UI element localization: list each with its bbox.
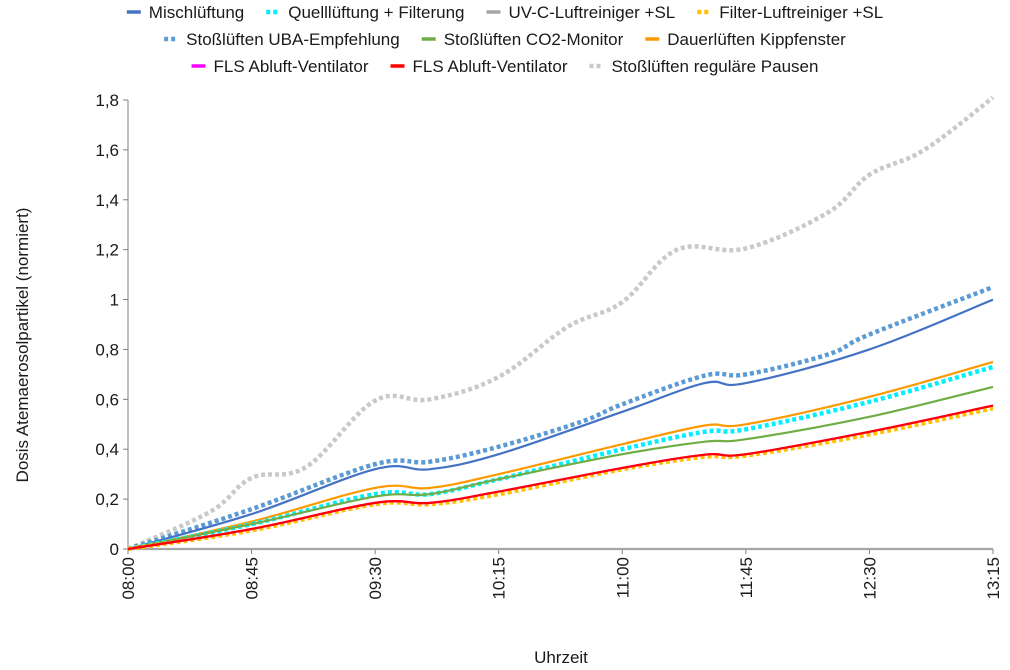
series-line-5 [127, 385, 994, 551]
y-tick-label: 1,4 [95, 191, 119, 210]
series-line-9 [127, 95, 995, 552]
legend-label: Mischlüftung [149, 3, 244, 22]
y-tick-label: 1,6 [95, 141, 119, 160]
x-tick-label: 13:15 [984, 557, 1003, 600]
legend-label: Stoßlüften UBA-Empfehlung [186, 30, 400, 49]
y-axis: 0 0,2 0,4 0,6 0,8 1 1,2 1,4 1,6 1,8 [95, 91, 129, 559]
legend: Mischlüftung Quelllüftung + Filterung UV-C… [126, 3, 883, 76]
y-tick-label: 0,6 [95, 390, 119, 409]
legend-label: FLS Abluft-Ventilator [413, 57, 568, 76]
legend-label: Dauerlüften Kippfenster [667, 30, 846, 49]
series-line-4 [127, 284, 994, 552]
x-axis: 08:00 08:45 09:30 10:15 11:00 11:45 12:30 13:15 [119, 548, 1003, 600]
x-tick-label: 11:45 [737, 557, 756, 598]
series-layer [127, 95, 995, 552]
legend-label: UV-C-Luftreiniger +SL [508, 3, 675, 22]
x-tick-label: 08:00 [119, 557, 138, 600]
series-line-8 [127, 404, 994, 551]
y-tick-label: 0,2 [95, 490, 119, 509]
y-tick-label: 0,4 [95, 440, 119, 459]
legend-label: Stoßlüften CO2-Monitor [444, 30, 624, 49]
y-tick-label: 0 [110, 540, 119, 559]
legend-label: Stoßlüften reguläre Pausen [612, 57, 819, 76]
y-axis-title: Dosis Atemaerosolpartikel (normiert) [13, 208, 32, 483]
x-tick-label: 08:45 [243, 557, 262, 600]
y-tick-label: 1 [110, 291, 119, 310]
x-tick-label: 12:30 [860, 557, 879, 600]
x-tick-label: 10:15 [490, 557, 509, 600]
series-line-3 [127, 405, 994, 552]
series-line-6 [127, 360, 994, 551]
x-axis-title: Uhrzeit [534, 648, 588, 667]
legend-label: FLS Abluft-Ventilator [214, 57, 369, 76]
legend-label: Filter-Luftreiniger +SL [719, 3, 883, 22]
legend-label: Quelllüftung + Filterung [288, 3, 464, 22]
series-line-0 [127, 298, 994, 551]
x-tick-label: 11:00 [613, 557, 632, 598]
y-tick-label: 1,2 [95, 241, 119, 260]
y-tick-label: 0,8 [95, 340, 119, 359]
x-tick-label: 09:30 [366, 557, 385, 600]
y-tick-label: 1,8 [95, 91, 119, 110]
